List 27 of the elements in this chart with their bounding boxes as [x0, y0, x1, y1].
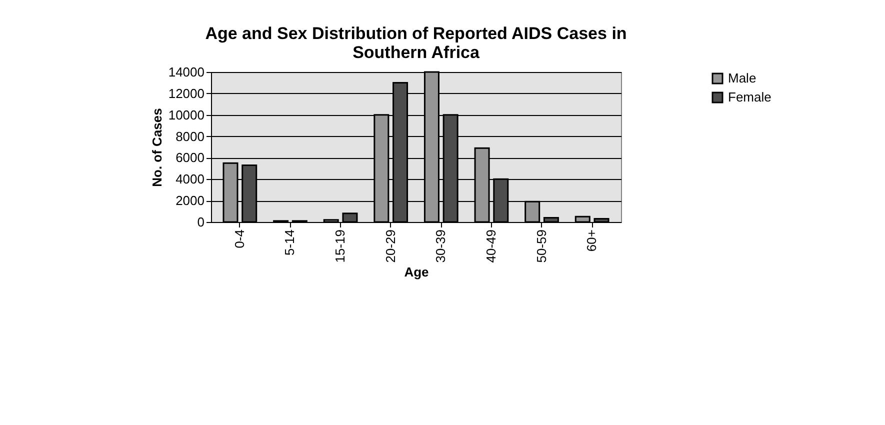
y-tick-label: 0 — [197, 214, 204, 230]
x-tick-label: 50-59 — [534, 230, 549, 263]
y-tick-label: 4000 — [176, 172, 204, 187]
x-axis-title: Age — [404, 264, 429, 280]
text: Southern Africa — [352, 43, 480, 62]
x-tick-label: 20-29 — [382, 230, 398, 263]
legend-label: Male — [728, 70, 756, 86]
x-tick-label: 40-49 — [483, 230, 498, 263]
y-tick-label: 12000 — [168, 86, 204, 101]
bar — [574, 216, 590, 223]
y-tick-label: 10000 — [168, 107, 204, 122]
bar — [323, 219, 339, 223]
y-tick-label: 2000 — [176, 193, 204, 208]
bar — [342, 212, 358, 223]
x-tick-label: 15-19 — [332, 230, 348, 263]
y-tick-label: 8000 — [176, 128, 204, 144]
legend-label: Female — [728, 90, 772, 104]
x-tick-label: 30-39 — [433, 230, 448, 263]
x-tick-label: 5-14 — [282, 230, 298, 256]
text: Age and Sex Distribution of Reported AIDS Cases in — [205, 24, 627, 43]
bar — [543, 216, 559, 223]
bar — [594, 218, 610, 223]
x-tick-label: 0-4 — [232, 230, 247, 248]
y-axis-title: No. of Cases — [149, 108, 164, 187]
y-tick-label: 6000 — [176, 150, 204, 166]
y-tick-label: 14000 — [168, 64, 204, 80]
x-tick-label: 60+ — [584, 230, 600, 252]
